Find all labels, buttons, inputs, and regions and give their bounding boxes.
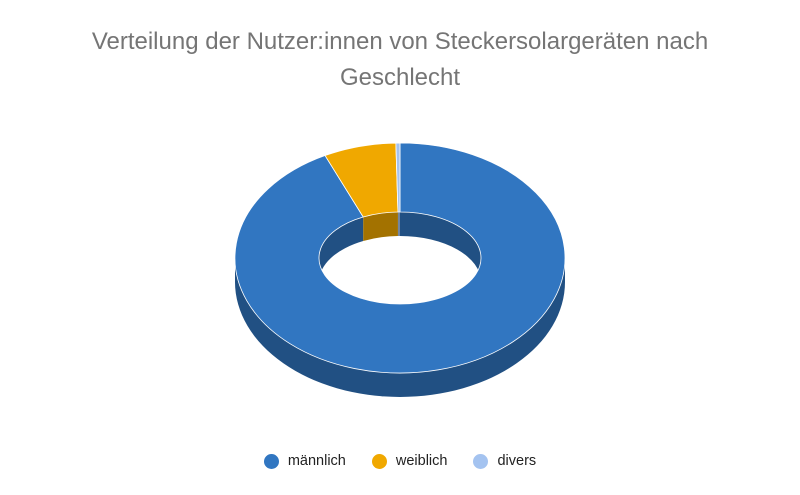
legend-swatch-maennlich <box>263 453 279 469</box>
chart-title: Verteilung der Nutzer:innen von Steckers… <box>0 24 800 96</box>
legend-item-divers[interactable]: divers <box>473 453 536 469</box>
inner-wall-maennlich-1 <box>319 217 364 282</box>
slice-maennlich[interactable] <box>234 142 566 374</box>
legend-label-weiblich: weiblich <box>395 453 448 469</box>
slice-divers[interactable] <box>395 142 401 213</box>
legend-swatch-weiblich <box>371 453 387 469</box>
legend-item-weiblich[interactable]: weiblich <box>371 453 448 469</box>
inner-wall-weiblich-1 <box>363 212 398 242</box>
legend-swatch-divers <box>473 453 489 469</box>
chart-title-line-2: Geschlecht <box>339 64 461 91</box>
legend-label-divers: divers <box>497 453 537 469</box>
inner-wall-divers-1 <box>397 211 400 237</box>
outer-wall-maennlich <box>235 258 565 397</box>
chart-legend: männlich weiblich divers <box>0 449 800 473</box>
chart-title-line-1: Verteilung der Nutzer:innen von Steckers… <box>91 28 709 55</box>
legend-label-maennlich: männlich <box>287 453 346 469</box>
legend-item-maennlich[interactable]: männlich <box>263 453 346 469</box>
inner-wall-maennlich-0 <box>400 212 481 282</box>
